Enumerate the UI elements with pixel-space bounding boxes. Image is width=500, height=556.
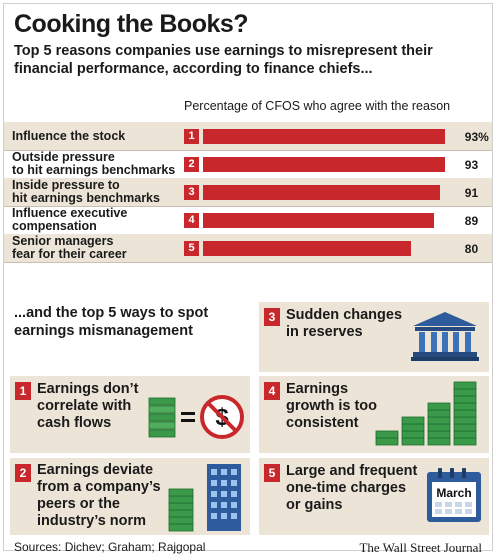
way-panel-5: 5 Large and frequent one-time charges or… xyxy=(259,458,489,535)
value-label: 89 xyxy=(464,214,479,228)
row-divider xyxy=(4,206,492,207)
way-panel-1: 1 Earnings don’t correlate with cash flo… xyxy=(10,376,250,453)
publisher-credit: The Wall Street Journal xyxy=(359,540,482,555)
row-divider xyxy=(4,150,492,151)
way-number-3: 3 xyxy=(264,308,280,326)
bar-row: Influence the stock 1 93% xyxy=(4,122,492,150)
bar-row: Influence executive compensation 4 89 xyxy=(4,206,492,234)
cash-stack-building-icon xyxy=(168,464,241,532)
infographic-frame: Cooking the Books? Top 5 reasons compani… xyxy=(3,3,493,555)
way-text-5: Large and frequent one-time charges or g… xyxy=(286,463,418,513)
bar xyxy=(203,213,434,228)
sources-note: Sources: Dichev; Graham; Rajgopal xyxy=(14,540,206,554)
value-label: 93% xyxy=(464,130,489,144)
way-panel-4: 4 Earnings growth is too consistent xyxy=(259,376,489,453)
page-title: Cooking the Books? xyxy=(14,10,249,38)
way-number-2: 2 xyxy=(15,464,31,482)
rank-badge: 4 xyxy=(184,213,199,228)
bar-row: Senior managers fear for their career 5 80 xyxy=(4,234,492,262)
cash-not-equal-dollar-icon: $ xyxy=(148,395,244,439)
ways-heading: ...and the top 5 ways to spot earnings m… xyxy=(14,305,209,339)
calendar-icon: March xyxy=(427,468,481,522)
category-label: Outside pressure to hit earnings benchmar… xyxy=(12,150,176,177)
way-number-1: 1 xyxy=(15,382,31,400)
value-label: 91 xyxy=(464,186,479,200)
way-panel-2: 2 Earnings deviate from a company’s peer… xyxy=(10,458,250,535)
category-label: Inside pressure to hit earnings benchmark… xyxy=(12,178,160,205)
bar-row: Outside pressure to hit earnings benchmar… xyxy=(4,150,492,178)
bar xyxy=(203,185,440,200)
bar xyxy=(203,129,445,144)
rank-badge: 1 xyxy=(184,129,199,144)
axis-label: Percentage of CFOS who agree with the re… xyxy=(184,99,451,113)
category-label: Influence the stock xyxy=(12,129,126,143)
way-text-3: Sudden changes in reserves xyxy=(286,307,403,340)
category-label: Influence executive compensation xyxy=(12,206,128,233)
growing-cash-stacks-icon xyxy=(375,381,477,446)
rank-badge: 3 xyxy=(184,185,199,200)
way-text-2: Earnings deviate from a company’s peers … xyxy=(37,462,161,529)
way-text-1: Earnings don’t correlate with cash flows xyxy=(37,381,139,431)
subtitle: Top 5 reasons companies use earnings to … xyxy=(14,43,433,77)
calendar-month-text: March xyxy=(436,486,471,500)
bar xyxy=(203,157,445,172)
bar xyxy=(203,241,411,256)
rank-badge: 5 xyxy=(184,241,199,256)
row-divider xyxy=(4,262,492,263)
rank-badge: 2 xyxy=(184,157,199,172)
value-label: 93 xyxy=(464,158,479,172)
bank-icon xyxy=(411,312,479,361)
way-panel-3: 3 Sudden changes in reserves xyxy=(259,302,489,372)
way-text-4: Earnings growth is too consistent xyxy=(286,381,378,431)
way-number-5: 5 xyxy=(264,464,280,482)
category-label: Senior managers fear for their career xyxy=(12,234,127,261)
value-label: 80 xyxy=(464,242,479,256)
way-number-4: 4 xyxy=(264,382,280,400)
bar-row: Inside pressure to hit earnings benchmark… xyxy=(4,178,492,206)
